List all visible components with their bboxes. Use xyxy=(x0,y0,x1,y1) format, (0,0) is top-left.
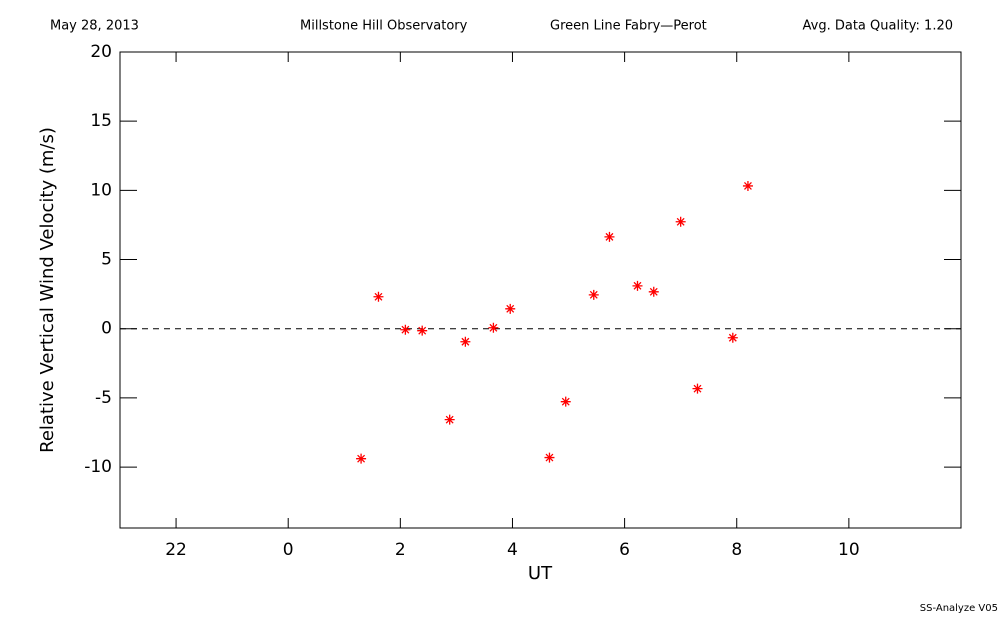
point xyxy=(460,336,471,347)
y-tick-label: 0 xyxy=(101,319,112,339)
point xyxy=(488,322,499,333)
plot-frame xyxy=(119,51,962,529)
y-axis-label: Relative Vertical Wind Velocity (m/s) xyxy=(37,127,58,453)
x-tick-label: 0 xyxy=(283,540,294,560)
point xyxy=(560,396,571,407)
point xyxy=(675,216,686,227)
point xyxy=(632,280,643,291)
x-tick-label: 6 xyxy=(619,540,630,560)
point xyxy=(373,291,384,302)
header-site: Millstone Hill Observatory xyxy=(300,19,468,34)
x-axis-label: UT xyxy=(528,563,553,584)
header-date: May 28, 2013 xyxy=(50,19,139,34)
y-tick-label: -5 xyxy=(95,388,112,408)
x-tick-label: 22 xyxy=(165,540,187,560)
point xyxy=(648,286,659,297)
x-tick-label: 8 xyxy=(731,540,742,560)
point xyxy=(692,383,703,394)
y-tick-label: 10 xyxy=(90,180,112,200)
x-tick-label: 10 xyxy=(838,540,860,560)
point xyxy=(400,324,411,335)
point xyxy=(444,414,455,425)
y-tick-label: 15 xyxy=(90,111,112,131)
header-quality: Avg. Data Quality: 1.20 xyxy=(803,19,953,34)
point xyxy=(505,303,516,314)
point xyxy=(742,180,753,191)
x-tick-label: 4 xyxy=(507,540,518,560)
y-tick-label: 20 xyxy=(90,42,112,62)
point xyxy=(588,289,599,300)
header-instrument: Green Line Fabry—Perot xyxy=(550,19,707,34)
y-tick-label: 5 xyxy=(101,250,112,270)
point xyxy=(417,325,428,336)
x-tick-label: 2 xyxy=(395,540,406,560)
point xyxy=(356,453,367,464)
footer: SS-Analyze V05 xyxy=(920,603,998,614)
y-tick-label: -10 xyxy=(84,457,112,477)
point xyxy=(544,452,555,463)
point xyxy=(727,332,738,343)
point xyxy=(604,231,615,242)
